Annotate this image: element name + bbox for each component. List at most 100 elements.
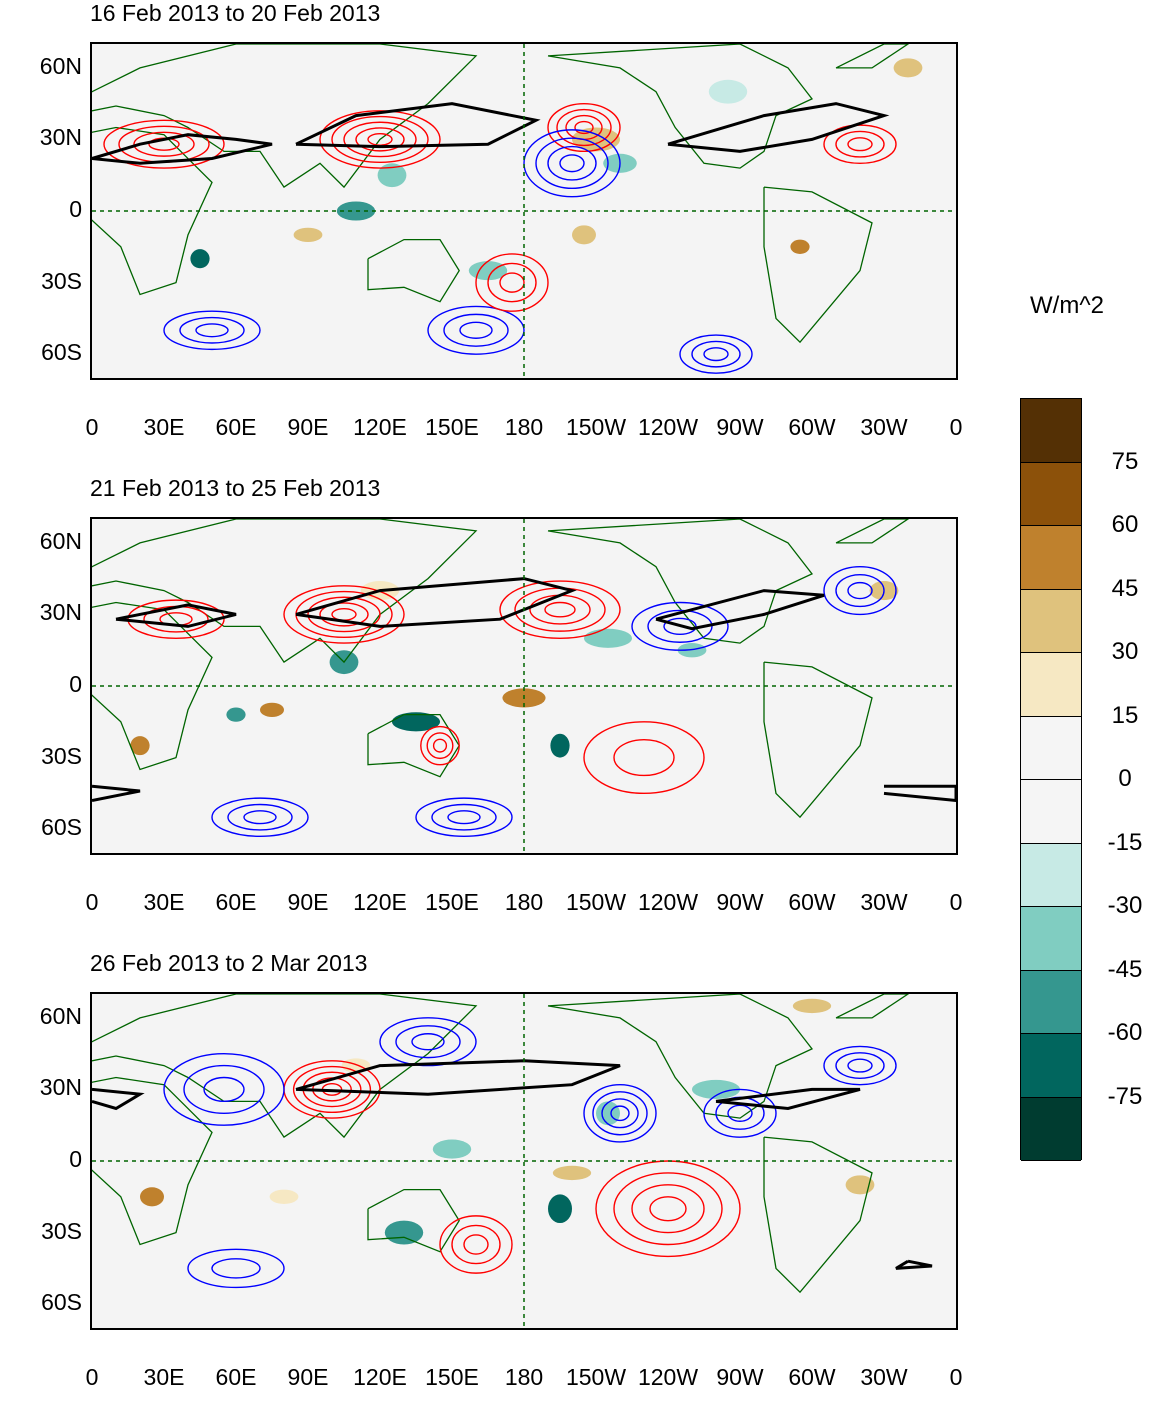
positive-contour: [583, 721, 705, 795]
coastline: [763, 1136, 873, 1294]
coastline: [92, 519, 478, 664]
zero-contour: [92, 784, 141, 802]
map-area: [90, 42, 958, 380]
zero-contour: [295, 102, 541, 149]
zero-contour: [895, 1259, 933, 1270]
colorbar-tick-label: 15: [1111, 701, 1139, 729]
colorbar-tick-label: -60: [1107, 1019, 1143, 1046]
positive-contour: [475, 253, 549, 312]
coastline: [547, 519, 814, 644]
positive-contour: [556, 108, 612, 147]
lon-tick-label: 30E: [143, 414, 185, 440]
positive-contour: [529, 594, 591, 625]
positive-contour: [343, 121, 417, 158]
negative-contour: [691, 340, 741, 368]
lon-tick-label: 150W: [565, 1364, 627, 1390]
negative-contour: [663, 617, 697, 636]
lon-tick-label: 30W: [860, 889, 908, 915]
colorbar-box: [1021, 526, 1081, 590]
coastline: [367, 238, 460, 303]
lon-tick-label: 120E: [353, 414, 407, 440]
zero-contour: [115, 603, 237, 628]
negative-contour: [703, 347, 729, 362]
positive-contour: [823, 124, 897, 164]
lat-tick-label: 60N: [39, 527, 82, 554]
lon-tick-label: 150E: [425, 414, 479, 440]
colorbar-tick-label: 45: [1111, 574, 1139, 602]
negative-contour: [427, 305, 525, 355]
anomaly-shading: [792, 998, 832, 1014]
panel-title: 21 Feb 2013 to 25 Feb 2013: [90, 475, 381, 501]
map-panel-2: 21 Feb 2013 to 25 Feb 2013 60N 30N 0 30S 60S…: [0, 475, 1000, 935]
lon-tick-label: 90W: [716, 414, 764, 440]
colorbar: [1020, 398, 1082, 1161]
coastline: [367, 713, 460, 778]
lon-tick-label: 90E: [287, 414, 329, 440]
anomaly-shading: [893, 58, 923, 78]
lat-tick-label: 60N: [39, 1002, 82, 1029]
lon-tick-label: 0: [949, 414, 963, 440]
colorbar-box: [1021, 399, 1081, 463]
lon-tick-label: 120E: [353, 889, 407, 915]
negative-contour: [211, 797, 309, 837]
anomaly-shading: [550, 733, 570, 758]
negative-contour: [847, 1058, 873, 1073]
negative-contour: [535, 137, 609, 190]
negative-contour: [459, 321, 493, 339]
coastline: [547, 44, 814, 169]
lon-tick-label: 90E: [287, 889, 329, 915]
anomaly-shading: [708, 79, 748, 104]
negative-contour: [163, 310, 261, 351]
colorbar-box: [1021, 907, 1081, 971]
anomaly-shading: [130, 736, 150, 756]
negative-contour: [395, 1025, 461, 1059]
negative-contour: [443, 313, 509, 347]
colorbar-tick-label: -30: [1107, 892, 1143, 919]
lat-tick-label: 60S: [41, 1289, 82, 1316]
positive-contour: [595, 1160, 741, 1258]
negative-contour: [847, 581, 873, 600]
anomaly-shading: [572, 225, 596, 245]
panel-title: 16 Feb 2013 to 20 Feb 2013: [90, 0, 381, 26]
positive-contour: [295, 590, 393, 639]
lon-tick-label: 120W: [637, 889, 699, 915]
lon-tick-label: 60E: [215, 414, 257, 440]
anomaly-shading: [692, 1079, 740, 1099]
lon-tick-label: 180: [504, 414, 544, 440]
positive-contour: [133, 131, 195, 157]
coastline: [92, 1076, 213, 1246]
positive-contour: [847, 137, 873, 152]
anomaly-shading: [190, 249, 210, 269]
lon-tick-label: 150E: [425, 889, 479, 915]
lon-tick-label: 90W: [716, 889, 764, 915]
coastline: [367, 1188, 460, 1253]
colorbar-tick-label: 75: [1111, 447, 1139, 475]
negative-contour: [703, 1088, 777, 1138]
negative-contour: [163, 1052, 285, 1126]
lon-tick-label: 120W: [637, 1364, 699, 1390]
lat-tick-label: 30N: [39, 124, 82, 151]
negative-contour: [547, 145, 597, 181]
zero-contour: [92, 133, 273, 165]
lon-tick-label: 180: [504, 1364, 544, 1390]
negative-contour: [610, 1105, 630, 1122]
anomaly-shading: [584, 628, 632, 648]
lon-tick-label: 0: [949, 1364, 963, 1390]
negative-contour: [835, 573, 885, 608]
negative-contour: [835, 1052, 885, 1079]
lon-tick-label: 60W: [788, 1364, 836, 1390]
positive-contour: [649, 1196, 687, 1222]
positive-contour: [463, 1234, 489, 1255]
lon-tick-label: 120W: [637, 414, 699, 440]
zero-contour: [655, 589, 825, 631]
positive-contour: [499, 580, 621, 639]
negative-contour: [631, 601, 729, 651]
coastline: [92, 994, 478, 1139]
map-panel-1: 16 Feb 2013 to 20 Feb 2013 60N 30N 0 30S 60S…: [0, 0, 1000, 460]
lon-tick-label: 30W: [860, 1364, 908, 1390]
coastline: [835, 519, 910, 544]
negative-contour: [592, 1091, 648, 1136]
anomaly-shading: [226, 707, 246, 722]
map-panel-3: 26 Feb 2013 to 2 Mar 2013 60N 30N 0 30S 60S …: [0, 950, 1000, 1410]
lon-tick-label: 180: [504, 889, 544, 915]
